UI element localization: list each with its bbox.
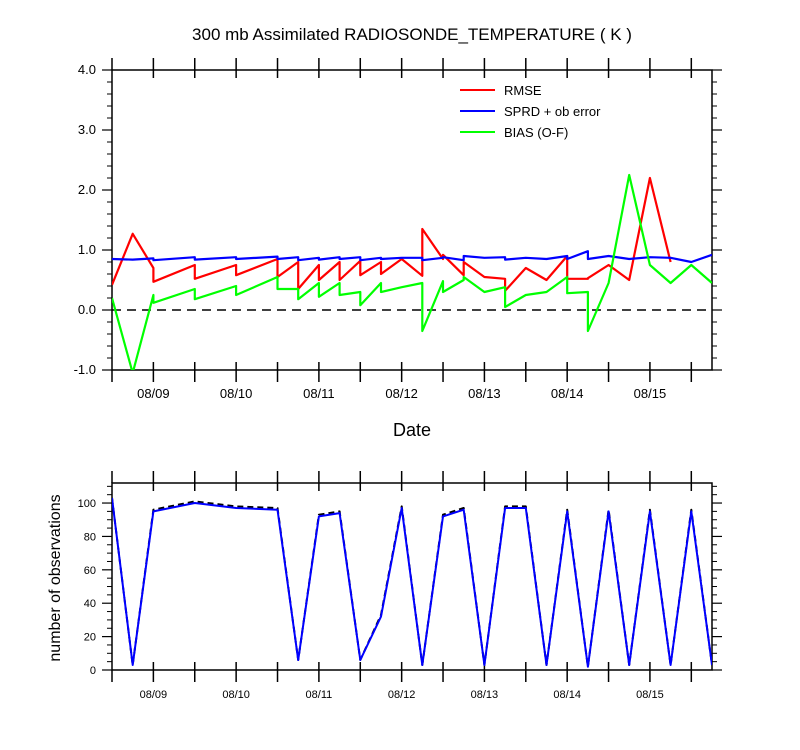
y-tick-label: 40 <box>84 598 96 610</box>
y-tick-label: 0.0 <box>78 302 96 317</box>
x-tick-label: 08/14 <box>551 386 584 401</box>
x-tick-label: 08/09 <box>137 386 170 401</box>
y-axis-label: number of observations <box>47 494 64 661</box>
x-tick-label: 08/15 <box>634 386 667 401</box>
plot-frame <box>111 482 713 671</box>
y-tick-label: 60 <box>84 565 96 577</box>
y-tick-label: 20 <box>84 632 96 644</box>
series-line-sprd-ob-error <box>112 250 712 264</box>
series-line-rmse <box>112 176 672 292</box>
x-tick-label: 08/10 <box>222 689 250 701</box>
plot-frame <box>111 69 713 371</box>
legend-label: RMSE <box>504 83 542 98</box>
y-tick-label: 0 <box>90 665 96 677</box>
x-tick-label: 08/10 <box>220 386 253 401</box>
series-group <box>112 497 712 668</box>
x-tick-label: 08/14 <box>553 689 581 701</box>
chart-title: 300 mb Assimilated RADIOSONDE_TEMPERATUR… <box>192 25 632 44</box>
legend-label: SPRD + ob error <box>504 104 601 119</box>
x-tick-label: 08/09 <box>140 689 168 701</box>
x-tick-label: 08/13 <box>471 689 499 701</box>
y-tick-label: 100 <box>78 498 96 510</box>
y-tick-label: 2.0 <box>78 182 96 197</box>
y-tick-label: 80 <box>84 531 96 543</box>
x-tick-label: 08/11 <box>306 689 333 701</box>
x-tick-label: 08/12 <box>388 689 416 701</box>
top-plot-area: -1.0 0.0 1.0 2.0 3.0 4.0 08/09 08/10 08/11 08/12 0… <box>74 58 722 401</box>
x-axis-label: Date <box>393 420 431 440</box>
bottom-plot-area: 0 20 40 60 80 100 08/09 08/10 08/11 08/12 08/13 08/… <box>78 471 722 701</box>
y-tick-label: 3.0 <box>78 122 96 137</box>
legend-label: BIAS (O-F) <box>504 125 568 140</box>
x-tick-label: 08/13 <box>468 386 501 401</box>
x-tick-label: 08/11 <box>303 386 335 401</box>
series-group <box>112 173 712 370</box>
x-tick-label: 08/12 <box>385 386 418 401</box>
y-tick-label: -1.0 <box>74 362 96 377</box>
y-tick-label: 4.0 <box>78 62 96 77</box>
series-line-bias-o-f <box>112 173 712 370</box>
y-tick-label: 1.0 <box>78 242 96 257</box>
series-line-number-of-observations-assimilated <box>112 497 712 668</box>
x-tick-label: 08/15 <box>636 689 664 701</box>
